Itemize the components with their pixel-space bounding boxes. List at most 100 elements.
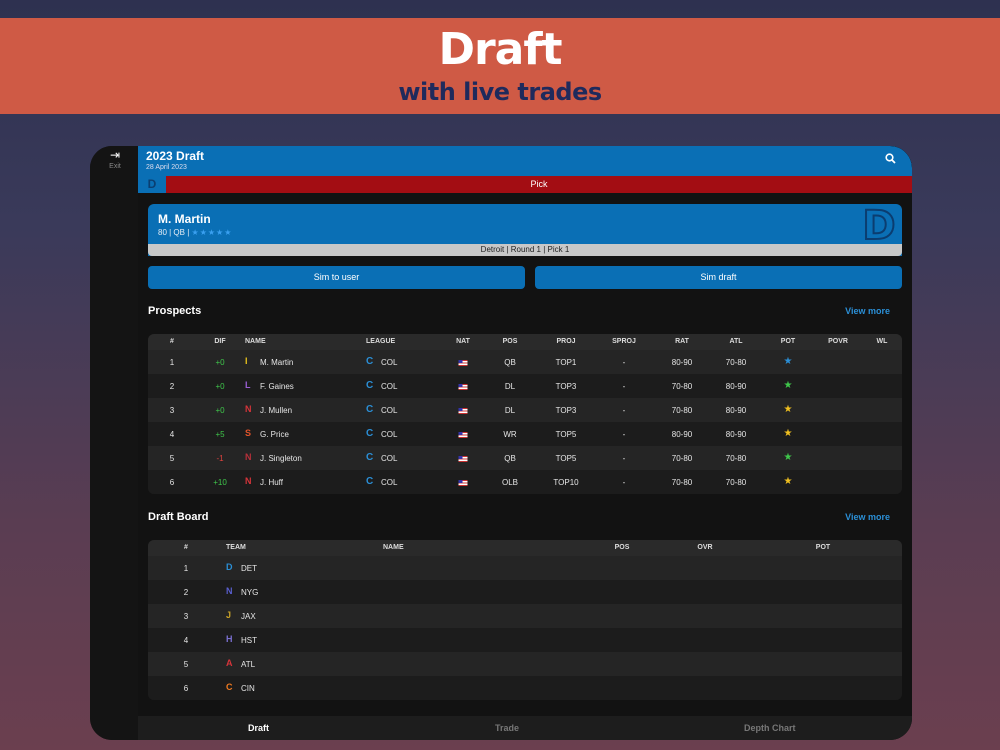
player-name: M. Martin: [260, 358, 294, 367]
pick-number: 2: [183, 588, 189, 597]
league-logo-icon: C: [366, 356, 374, 367]
school-logo-icon: L: [245, 380, 251, 390]
column-header[interactable]: LEAGUE: [366, 338, 396, 345]
pick-number: 5: [169, 454, 175, 463]
projection: TOP10: [553, 478, 579, 487]
column-header[interactable]: POS: [502, 338, 518, 345]
sim-draft-button[interactable]: Sim draft: [535, 266, 902, 289]
athleticism: 80-90: [725, 430, 747, 439]
column-header[interactable]: NAME: [383, 544, 404, 551]
player-name: J. Mullen: [260, 406, 293, 415]
table-row[interactable]: 2 +0 L F. Gaines C COL DL TOP3 - 70-80 80-90 ★: [148, 374, 902, 398]
team-logo-icon: C: [226, 682, 233, 692]
school-logo-icon: I: [245, 356, 248, 366]
scout-projection: -: [622, 382, 626, 391]
position: DL: [504, 382, 516, 391]
league: COL: [381, 358, 398, 367]
rank-diff: +10: [213, 478, 227, 487]
pick-bar: D Pick: [138, 176, 912, 193]
pick-number: 4: [169, 430, 175, 439]
pick-number: 6: [169, 478, 175, 487]
column-header[interactable]: #: [170, 338, 174, 345]
column-header[interactable]: WL: [876, 338, 888, 345]
rank-diff: +5: [215, 430, 225, 439]
league-logo-icon: C: [366, 476, 374, 487]
scout-projection: -: [622, 358, 626, 367]
league: COL: [381, 406, 398, 415]
prospects-view-more-link[interactable]: View more: [845, 306, 890, 316]
potential-star-icon: ★: [783, 476, 793, 487]
column-header[interactable]: OVR: [697, 544, 713, 551]
league: COL: [381, 430, 398, 439]
potential-star-icon: ★: [783, 452, 793, 463]
draft-screen: 2023 Draft 28 April 2023 D Pick M. Marti…: [138, 146, 912, 740]
column-header[interactable]: SPROJ: [612, 338, 636, 345]
scout-projection: -: [622, 406, 626, 415]
team-logo-icon: D: [861, 204, 896, 249]
team-logo-icon: J: [226, 610, 232, 620]
table-row[interactable]: 5 -1 N J. Singleton C COL QB TOP5 - 70-80 70-80 ★: [148, 446, 902, 470]
school-logo-icon: N: [245, 452, 252, 462]
league: COL: [381, 454, 398, 463]
draft-date: 28 April 2023: [146, 164, 187, 171]
side-rail: ⇥ Exit: [90, 146, 138, 740]
prospects-title: Prospects: [148, 305, 202, 317]
column-header[interactable]: DIF: [214, 338, 226, 345]
table-row[interactable]: 3 +0 N J. Mullen C COL DL TOP3 - 70-80 80-90 ★: [148, 398, 902, 422]
tab-trade[interactable]: Trade: [495, 723, 520, 733]
player-rating-pos: 80 | QB |: [158, 228, 190, 237]
rank-diff: +0: [215, 382, 225, 391]
table-row[interactable]: 1 +0 I M. Martin C COL QB TOP1 - 80-90 70-80 ★: [148, 350, 902, 374]
table-row[interactable]: 6 +10 N J. Huff C COL OLB TOP10 - 70-80 70-80 ★: [148, 470, 902, 494]
player-name: J. Singleton: [260, 454, 302, 463]
pick-label: Pick: [530, 179, 548, 189]
table-row[interactable]: 4 +5 S G. Price C COL WR TOP5 - 80-90 80-90 ★: [148, 422, 902, 446]
school-logo-icon: N: [245, 476, 252, 486]
us-flag-icon: [458, 359, 468, 368]
column-header[interactable]: POT: [815, 544, 831, 551]
column-header[interactable]: TEAM: [226, 544, 246, 551]
prospects-table-header: # DIF NAME LEAGUE NAT POS PROJ SPROJ RAT ATL POT PO…: [148, 334, 902, 350]
tab-draft[interactable]: Draft: [248, 723, 270, 733]
team-abbr: DET: [241, 564, 257, 573]
team-logo-icon: D: [226, 562, 233, 572]
rating: 70-80: [671, 406, 693, 415]
column-header[interactable]: POT: [780, 338, 796, 345]
column-header[interactable]: PROJ: [556, 338, 576, 345]
table-row[interactable]: 3 J JAX: [148, 604, 902, 628]
school-logo-icon: S: [245, 428, 252, 438]
league: COL: [381, 478, 398, 487]
table-row[interactable]: 2 N NYG: [148, 580, 902, 604]
column-header[interactable]: ATL: [729, 338, 743, 345]
player-meta: 80 | QB | ★★★★★: [158, 228, 232, 237]
player-name: G. Price: [260, 430, 289, 439]
tab-depth-chart[interactable]: Depth Chart: [744, 723, 796, 733]
team-abbr: CIN: [241, 684, 255, 693]
sim-to-user-button[interactable]: Sim to user: [148, 266, 525, 289]
column-header[interactable]: POVR: [828, 338, 848, 345]
athleticism: 70-80: [725, 358, 747, 367]
us-flag-icon: [458, 455, 468, 464]
table-row[interactable]: 1 D DET: [148, 556, 902, 580]
draft-board-view-more-link[interactable]: View more: [845, 512, 890, 522]
search-icon[interactable]: [885, 153, 896, 167]
column-header[interactable]: #: [184, 544, 188, 551]
rank-diff: +0: [215, 358, 225, 367]
projection: TOP3: [555, 406, 577, 415]
rating: 80-90: [671, 358, 693, 367]
banner-title: Draft: [438, 24, 562, 75]
us-flag-icon: [458, 431, 468, 440]
position: DL: [504, 406, 516, 415]
column-header[interactable]: RAT: [675, 338, 689, 345]
table-row[interactable]: 4 H HST: [148, 628, 902, 652]
table-row[interactable]: 5 A ATL: [148, 652, 902, 676]
column-header[interactable]: POS: [614, 544, 630, 551]
table-row[interactable]: 6 C CIN: [148, 676, 902, 700]
team-abbr: ATL: [241, 660, 256, 669]
exit-button[interactable]: ⇥ Exit: [104, 148, 126, 170]
column-header[interactable]: NAT: [456, 338, 470, 345]
column-header[interactable]: NAME: [245, 338, 266, 345]
player-name: J. Huff: [260, 478, 283, 487]
rank-diff: +0: [215, 406, 225, 415]
pick-number: 1: [183, 564, 189, 573]
